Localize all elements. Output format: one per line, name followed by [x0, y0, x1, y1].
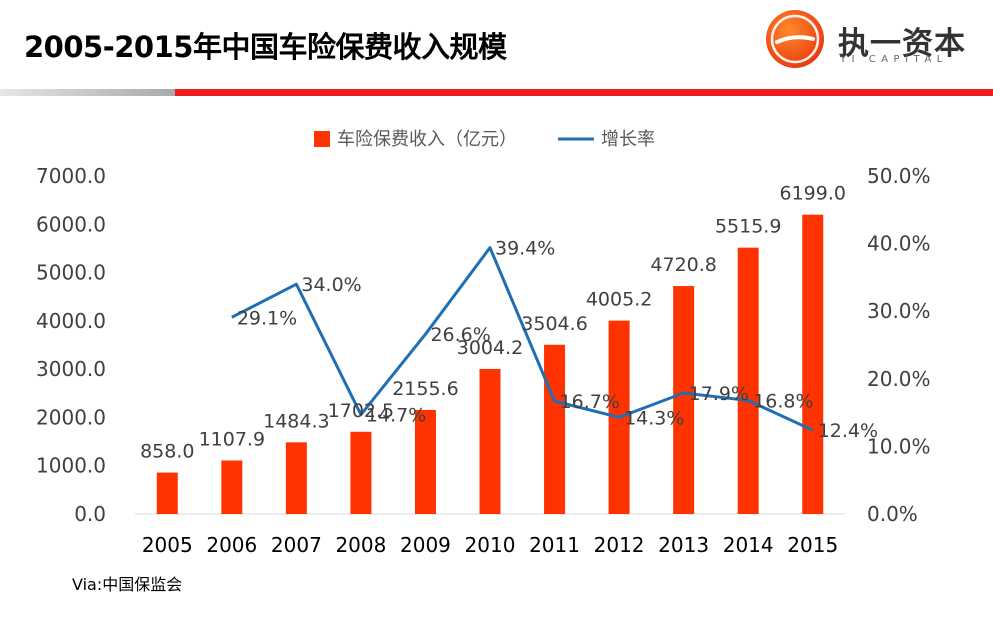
bar-value-label: 6199.0 [779, 183, 845, 205]
bar-2010 [479, 368, 501, 514]
x-tick-label: 2015 [787, 533, 838, 557]
y-right-tick-label: 40.0% [867, 232, 931, 256]
x-tick-label: 2008 [335, 533, 386, 557]
bar-2006 [221, 460, 243, 514]
bar-2009 [414, 409, 436, 514]
growth-rate-label: 14.7% [366, 405, 426, 427]
brand-name-en: YI CAPITAL [840, 54, 948, 65]
bar-value-label: 3504.6 [521, 313, 587, 335]
bar-value-label: 4720.8 [650, 254, 716, 276]
y-right-tick-label: 50.0% [867, 164, 931, 188]
bar-value-label: 3004.2 [457, 337, 523, 359]
growth-rate-label: 34.0% [301, 274, 361, 296]
bar-2014 [737, 247, 759, 514]
bar-value-label: 4005.2 [586, 289, 652, 311]
bar-value-label: 858.0 [140, 441, 194, 463]
y-left-tick-label: 6000.0 [36, 212, 106, 236]
bar-2013 [673, 286, 695, 514]
y-left-tick-label: 7000.0 [36, 164, 106, 188]
bar-2007 [285, 442, 307, 514]
x-tick-label: 2009 [400, 533, 451, 557]
y-left-tick-label: 3000.0 [36, 357, 106, 381]
brand-logo-icon [766, 10, 824, 68]
bar-2011 [544, 344, 566, 514]
header-divider-gray [0, 89, 175, 96]
growth-rate-label: 14.3% [624, 407, 684, 429]
bar-2005 [156, 472, 178, 514]
header-divider-red [175, 89, 993, 96]
x-tick-label: 2014 [723, 533, 774, 557]
y-right-tick-label: 0.0% [867, 502, 918, 526]
y-right-tick-label: 20.0% [867, 367, 931, 391]
bar-value-label: 1107.9 [199, 429, 265, 451]
growth-rate-label: 16.8% [753, 390, 813, 412]
source-note: Via:中国保监会 [72, 575, 183, 594]
growth-rate-line [231, 246, 814, 432]
bar-value-label: 1484.3 [263, 410, 329, 432]
x-tick-label: 2010 [465, 533, 516, 557]
bar-value-label: 5515.9 [715, 216, 781, 238]
x-tick-label: 2011 [529, 533, 580, 557]
y-left-tick-label: 4000.0 [36, 309, 106, 333]
growth-rate-label: 16.7% [560, 391, 620, 413]
bar-2008 [350, 431, 372, 514]
legend-bar-swatch [314, 131, 330, 147]
brand-name: 执一资本 [838, 26, 966, 62]
y-right-tick-label: 30.0% [867, 299, 931, 323]
y-left-tick-label: 5000.0 [36, 261, 106, 285]
y-right-tick-label: 10.0% [867, 434, 931, 458]
bar-value-label: 2155.6 [392, 378, 458, 400]
x-tick-label: 2012 [594, 533, 645, 557]
growth-rate-label: 39.4% [495, 238, 555, 260]
y-left-tick-label: 1000.0 [36, 454, 106, 478]
growth-rate-label: 29.1% [237, 307, 297, 329]
x-tick-label: 2006 [206, 533, 257, 557]
x-tick-label: 2005 [142, 533, 193, 557]
legend-bar-label: 车险保费收入（亿元） [337, 129, 517, 150]
x-tick-label: 2007 [271, 533, 322, 557]
y-left-tick-label: 0.0 [74, 502, 106, 526]
growth-rate-label: 26.6% [430, 324, 490, 346]
chart-legend: 车险保费收入（亿元） 增长率 [314, 129, 655, 150]
y-left-tick-label: 2000.0 [36, 405, 106, 429]
growth-rate-label: 12.4% [818, 420, 878, 442]
page-title: 2005-2015年中国车险保费收入规模 [24, 30, 507, 64]
bar-value-label: 1702.5 [328, 400, 394, 422]
legend-line-label: 增长率 [601, 129, 655, 150]
x-tick-label: 2013 [658, 533, 709, 557]
bar-2015 [802, 214, 824, 514]
growth-rate-label: 17.9% [689, 383, 749, 405]
